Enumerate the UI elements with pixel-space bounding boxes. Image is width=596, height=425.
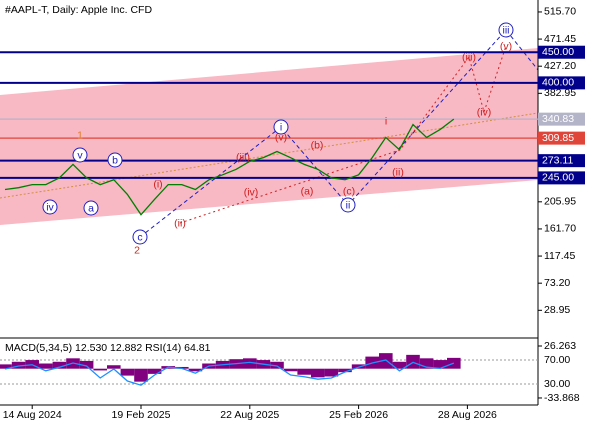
level-label: 273.11: [538, 154, 585, 168]
macd-bar: [433, 360, 447, 369]
level-label: 340.83: [538, 112, 585, 126]
wave-circle: [273, 119, 289, 135]
wave-label: (i): [153, 178, 162, 190]
y2-tick-label: 30.00: [544, 378, 570, 390]
wave-circle: [83, 200, 99, 216]
level-label-box: [538, 76, 585, 90]
level-label: 400.00: [538, 76, 585, 90]
wave-label: 1: [77, 129, 83, 141]
wave-circle: [132, 229, 148, 245]
macd-bar: [379, 353, 393, 369]
y-tick-label: 117.45: [544, 250, 575, 262]
wave-circle: [42, 199, 58, 215]
wave-label: (iii): [462, 51, 476, 63]
macd-bar: [147, 368, 162, 374]
macd-bar: [134, 368, 148, 382]
x-tick-label: 22 Aug 2025: [220, 409, 279, 421]
level-label-box: [538, 171, 585, 185]
x-tick-label: 28 Aug 2026: [438, 409, 497, 421]
y-tick-label: 73.20: [544, 277, 570, 289]
macd-bar: [79, 360, 94, 369]
level-label: 245.00: [538, 171, 585, 185]
wave-label: (ii): [392, 166, 404, 178]
level-label-text: 400.00: [542, 77, 574, 89]
x-tick-label: 14 Aug 2024: [3, 409, 62, 421]
level-label-text: 273.11: [542, 154, 573, 166]
indicator-title: MACD(5,34,5) 12.530 12.882 RSI(14) 64.81: [5, 342, 211, 354]
wave-label: iii: [503, 24, 510, 36]
wave-label: i: [385, 115, 387, 127]
macd-bar: [392, 361, 407, 369]
wave-circle: [340, 197, 356, 213]
macd-bar: [52, 361, 67, 369]
macd-bar: [324, 368, 339, 377]
level-label-text: 450.00: [542, 46, 574, 58]
macd-bar: [188, 368, 203, 372]
wave-label: (v): [275, 131, 287, 143]
y-tick-label: 471.45: [544, 33, 576, 45]
level-label-box: [538, 154, 585, 168]
macd-bar: [297, 368, 311, 375]
wave-label: v: [77, 149, 83, 161]
y2-tick-label: 70.00: [544, 354, 570, 366]
wave-label: (a): [301, 185, 314, 197]
level-label: 450.00: [538, 45, 585, 59]
x-tick-label: 19 Feb 2025: [112, 409, 171, 421]
y-tick-label: 161.70: [544, 223, 576, 235]
y-tick-label: -33.868: [544, 392, 580, 404]
price-line: [4, 118, 455, 216]
wave-label: (iv): [244, 186, 259, 198]
wave-label: c: [137, 231, 142, 243]
level-label-text: 340.83: [542, 113, 574, 125]
y-tick-label: 26.263: [544, 340, 576, 352]
macd-bar: [338, 368, 352, 373]
macd-bar: [283, 368, 298, 372]
macd-bar: [107, 365, 121, 369]
wave-label: i: [280, 121, 282, 133]
y-tick-label: 427.20: [544, 60, 576, 72]
level-label-box: [538, 45, 585, 59]
wave-label: iv: [46, 201, 54, 213]
wave-label: (v): [500, 40, 512, 52]
level-label-text: 245.00: [542, 172, 574, 184]
wave-label: 2: [134, 244, 140, 256]
wave-label: ii: [346, 199, 351, 211]
wave-label: (iv): [477, 106, 492, 118]
macd-bar: [243, 358, 257, 369]
wave-label: a: [88, 202, 94, 214]
macd-bar: [120, 368, 135, 376]
level-label-text: 309.85: [542, 132, 574, 144]
level-label-box: [538, 131, 585, 145]
wave-label: (iii): [236, 151, 250, 163]
y-tick-label: 205.95: [544, 196, 576, 208]
chart-title: #AAPL-T, Daily: Apple Inc. CFD: [5, 4, 152, 16]
macd-bar: [270, 361, 284, 369]
level-label-box: [538, 112, 585, 126]
macd-bar: [11, 361, 26, 369]
macd-bar: [311, 368, 325, 378]
macd-bar: [93, 368, 107, 371]
level-label: 309.85: [538, 131, 585, 145]
wave-label: (ii): [174, 217, 186, 229]
macd-bar: [0, 364, 12, 369]
rsi-line: [4, 359, 455, 386]
wave-circle: [107, 152, 123, 168]
wave-label: (b): [311, 139, 324, 151]
x-tick-label: 25 Feb 2026: [329, 409, 388, 421]
y-tick-label: 382.95: [544, 87, 576, 99]
wave-circle: [498, 22, 514, 38]
wave-label: b: [112, 154, 118, 166]
wave-circle: [72, 147, 88, 163]
y-tick-label: 28.95: [544, 304, 570, 316]
macd-bar: [39, 363, 53, 369]
macd-bar: [419, 358, 434, 369]
wave-label: (c): [343, 185, 355, 197]
y-tick-label: 515.70: [544, 6, 576, 18]
